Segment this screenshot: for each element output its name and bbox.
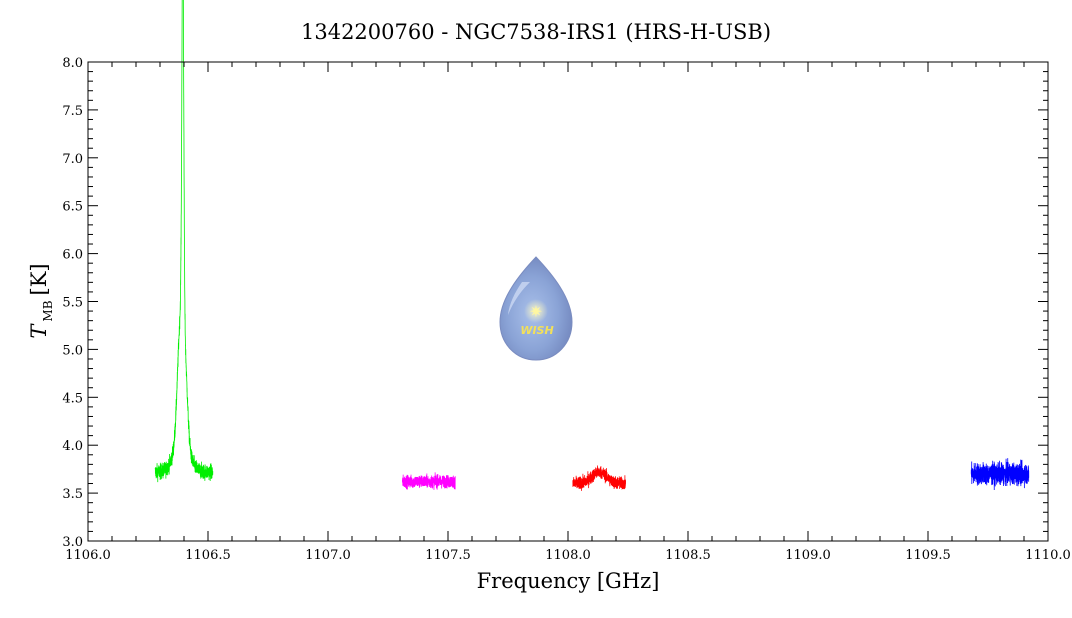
y-tick-label: 7.5 xyxy=(62,104,83,119)
y-tick-label: 8.0 xyxy=(62,56,83,71)
x-tick-label: 1109.0 xyxy=(785,548,831,563)
spectrum-series-3 xyxy=(572,465,626,491)
x-tick-label: 1107.0 xyxy=(305,548,351,563)
x-tick-label: 1109.5 xyxy=(905,548,951,563)
y-axis-label-main: T xyxy=(27,323,51,339)
x-tick-label: 1108.0 xyxy=(545,548,591,563)
y-axis-label-unit: [K] xyxy=(27,263,51,295)
y-tick-label: 6.0 xyxy=(62,248,83,263)
wish-logo: ✷ WISH xyxy=(499,256,573,361)
y-tick-label: 3.5 xyxy=(62,487,83,502)
star-glow xyxy=(524,299,548,323)
svg-text:TMB[K]: T MB [K] xyxy=(27,263,55,338)
y-tick-label: 5.0 xyxy=(62,343,83,358)
spectrum-series-2 xyxy=(402,472,456,490)
tick-labels: 1106.0 1106.5 1107.0 1107.5 1108.0 1108.5 1109… xyxy=(62,56,1070,563)
y-tick-label: 4.5 xyxy=(62,391,83,406)
y-tick-label: 4.0 xyxy=(62,439,83,454)
y-tick-label: 6.5 xyxy=(62,200,83,215)
chart-title: 1342200760 - NGC7538-IRS1 (HRS-H-USB) xyxy=(301,20,771,44)
star-icon: ✷ xyxy=(529,302,542,321)
y-axis-label-sub: MB xyxy=(41,300,55,321)
logo-text: WISH xyxy=(520,324,553,337)
drop-highlight xyxy=(508,282,530,315)
x-axis-label: Frequency [GHz] xyxy=(477,569,660,593)
y-axis-label: T MB [K] xyxy=(27,263,55,338)
x-tick-label: 1107.5 xyxy=(425,548,471,563)
x-tick-label: 1110.0 xyxy=(1025,548,1071,563)
y-tick-label: 7.0 xyxy=(62,152,83,167)
y-tick-label: 3.0 xyxy=(62,535,83,550)
y-tick-label: 5.5 xyxy=(62,296,83,311)
spectrum-series-1 xyxy=(154,0,214,483)
x-tick-label: 1106.5 xyxy=(185,548,231,563)
spectrum-series-4 xyxy=(970,458,1030,490)
series-layer xyxy=(154,0,1030,491)
x-tick-label: 1108.5 xyxy=(665,548,711,563)
x-tick-label: 1106.0 xyxy=(65,548,111,563)
ticks-layer xyxy=(87,61,1049,542)
